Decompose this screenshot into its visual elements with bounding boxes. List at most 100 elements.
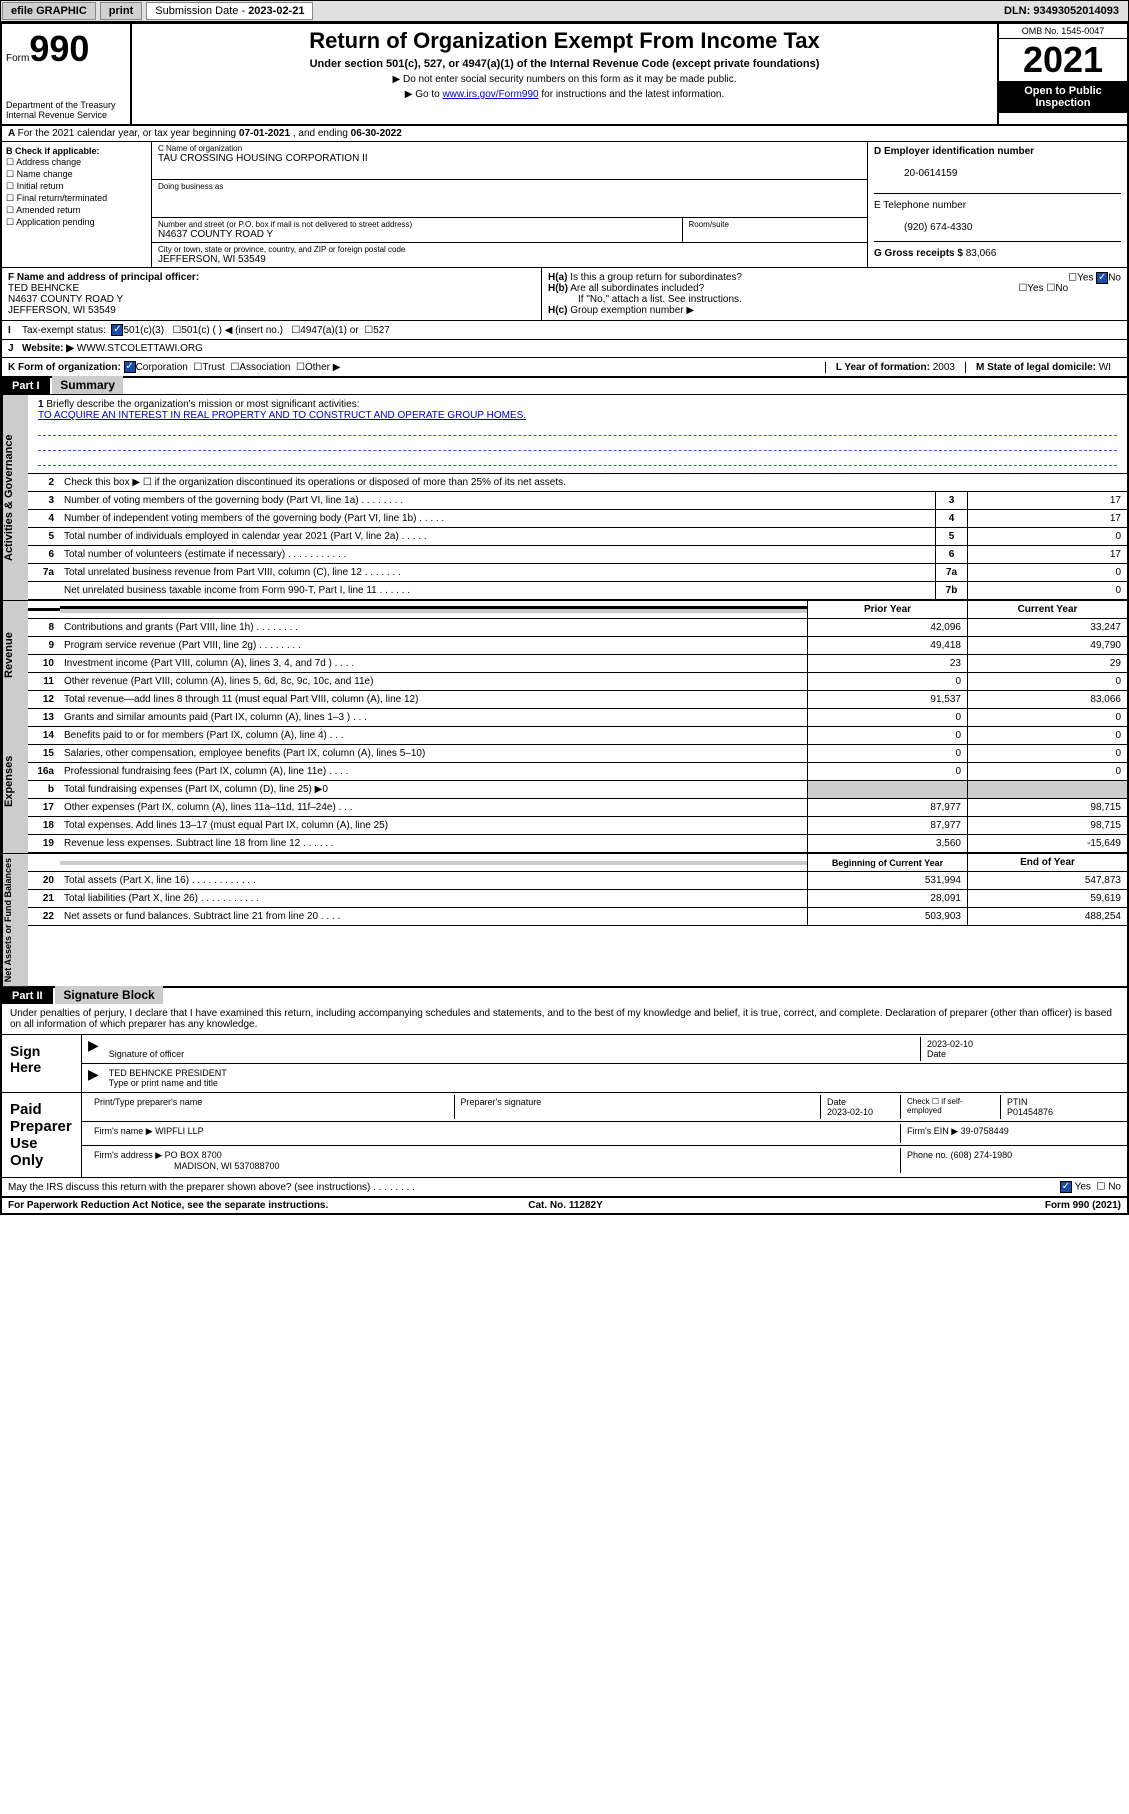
dashed-1 (38, 424, 1117, 436)
phone-block: E Telephone number (920) 674-4330 (874, 200, 1121, 242)
gross-val: 83,066 (966, 248, 997, 259)
form-num: 990 (29, 28, 89, 69)
dept-treasury: Department of the Treasury (6, 100, 126, 110)
omb-number: OMB No. 1545-0047 (999, 24, 1127, 39)
website-label: Website: ▶ (22, 343, 74, 354)
cb-label-0: Address change (16, 157, 81, 167)
mission-text[interactable]: TO ACQUIRE AN INTEREST IN REAL PROPERTY … (38, 410, 526, 421)
firm-ein-label: Firm's EIN ▶ (907, 1126, 958, 1136)
line-2: 2Check this box ▶ ☐ if the organization … (28, 474, 1127, 492)
rev-body: Prior Year Current Year 8Contributions a… (28, 601, 1127, 709)
city-cell: City or town, state or province, country… (152, 243, 867, 267)
cb-address-change[interactable]: ☐ Address change (6, 157, 147, 168)
firm-name-label: Firm's name ▶ (94, 1126, 153, 1136)
summary-line: 11Other revenue (Part VIII, column (A), … (28, 673, 1127, 691)
opt-527: 527 (373, 325, 390, 336)
exp-body: 13Grants and similar amounts paid (Part … (28, 709, 1127, 853)
dashed-2 (38, 439, 1117, 451)
cb-application-pending[interactable]: ☐ Application pending (6, 217, 147, 228)
footer-left: For Paperwork Reduction Act Notice, see … (8, 1200, 328, 1211)
prior-year-hdr: Prior Year (807, 601, 967, 618)
sig-date-val: 2023-02-10 (927, 1039, 973, 1049)
efile-graphic-button[interactable]: efile GRAPHIC (2, 2, 96, 20)
officer-addr2: JEFFERSON, WI 53549 (8, 305, 116, 316)
perjury-text: Under penalties of perjury, I declare th… (2, 1004, 1127, 1035)
submission-date: Submission Date - 2023-02-21 (146, 2, 313, 20)
h-b: H(b) Are all subordinates included? ☐Yes… (548, 283, 1121, 294)
opt-501c3: 501(c)(3) (123, 325, 164, 336)
firm-ein-val: 39-0758449 (961, 1126, 1009, 1136)
summary-line: 7aTotal unrelated business revenue from … (28, 564, 1127, 582)
prep-self-emp: Check ☐ if self-employed (901, 1095, 1001, 1119)
sign-here-label: Sign Here (2, 1035, 82, 1092)
begin-year-hdr: Beginning of Current Year (807, 854, 967, 871)
prep-row-1: Print/Type preparer's name Preparer's si… (82, 1093, 1127, 1122)
cb-name-change[interactable]: ☐ Name change (6, 169, 147, 180)
may-discuss-row: May the IRS discuss this return with the… (2, 1178, 1127, 1198)
irs-label: Internal Revenue Service (6, 110, 126, 120)
cb-amended[interactable]: ☐ Amended return (6, 205, 147, 216)
summary-line: 5Total number of individuals employed in… (28, 528, 1127, 546)
section-a: A For the 2021 calendar year, or tax yea… (2, 126, 1127, 142)
summary-line: 17Other expenses (Part IX, column (A), l… (28, 799, 1127, 817)
end-year-hdr: End of Year (967, 854, 1127, 871)
sig-line-2: ▶ TED BEHNCKE PRESIDENTType or print nam… (82, 1064, 1127, 1092)
street-label: Number and street (or P.O. box if mail i… (158, 220, 676, 229)
cb-initial-return[interactable]: ☐ Initial return (6, 181, 147, 192)
summary-line: 22Net assets or fund balances. Subtract … (28, 908, 1127, 926)
arrow-icon-2: ▶ (88, 1066, 99, 1090)
header-right: OMB No. 1545-0047 2021 Open to Public In… (997, 24, 1127, 124)
chk-501c3[interactable]: ✓ (111, 324, 123, 336)
state-domicile: M State of legal domicile: WI (965, 362, 1121, 373)
q1-text: Briefly describe the organization's miss… (46, 399, 359, 410)
form-header: Form990 Department of the Treasury Inter… (2, 24, 1127, 126)
mission-block: 1 Briefly describe the organization's mi… (28, 395, 1127, 474)
yf-val: 2003 (933, 362, 955, 373)
part2-badge: Part II (2, 988, 53, 1004)
opt-4947: 4947(a)(1) or (300, 325, 358, 336)
ein-val: 20-0614159 (904, 168, 957, 179)
cb-label-1: Name change (17, 169, 73, 179)
opt-corp: Corporation (136, 362, 188, 373)
print-button[interactable]: print (100, 2, 142, 20)
col-c: C Name of organization TAU CROSSING HOUS… (152, 142, 867, 267)
sig-date: 2023-02-10Date (921, 1037, 1121, 1061)
footer-mid: Cat. No. 11282Y (528, 1200, 602, 1211)
ptin-val: P01454876 (1007, 1107, 1053, 1117)
prep-row-3: Firm's address ▶ PO BOX 8700MADISON, WI … (82, 1146, 1127, 1175)
tax-year: 2021 (999, 39, 1127, 81)
summary-line: 20Total assets (Part X, line 16) . . . .… (28, 872, 1127, 890)
form-number: Form990 (6, 28, 126, 70)
note2-post: for instructions and the latest informat… (539, 89, 725, 100)
ha-no-checked: ✓ (1096, 272, 1108, 284)
expenses-section: Expenses 13Grants and similar amounts pa… (2, 709, 1127, 853)
submission-date-value: 2023-02-21 (248, 5, 304, 17)
ha-text: Is this a group return for subordinates? (570, 272, 742, 283)
summary-line: 10Investment income (Part VIII, column (… (28, 655, 1127, 673)
summary-line: 9Program service revenue (Part VIII, lin… (28, 637, 1127, 655)
phone-val: (920) 674-4330 (904, 222, 972, 233)
side-expenses: Expenses (2, 709, 28, 853)
ty-mid: , and ending (290, 128, 351, 139)
city-label: City or town, state or province, country… (158, 245, 861, 254)
officer-addr1: N4637 COUNTY ROAD Y (8, 294, 123, 305)
form-page: Form990 Department of the Treasury Inter… (0, 22, 1129, 1215)
sig-line-1: ▶ Signature of officer 2023-02-10Date (82, 1035, 1127, 1064)
chk-corp[interactable]: ✓ (124, 361, 136, 373)
summary-line: Net unrelated business taxable income fr… (28, 582, 1127, 600)
h-c: H(c) Group exemption number ▶ (548, 305, 1121, 316)
cb-label-4: Amended return (16, 205, 81, 215)
prep-ptin: PTINP01454876 (1001, 1095, 1121, 1119)
toolbar: efile GRAPHIC print Submission Date - 20… (0, 0, 1129, 22)
arrow-icon: ▶ (88, 1037, 99, 1061)
sig-name-label: Type or print name and title (109, 1078, 218, 1088)
revenue-section: Revenue Prior Year Current Year 8Contrib… (2, 600, 1127, 709)
street-cell: Number and street (or P.O. box if mail i… (152, 218, 683, 243)
irs-link[interactable]: www.irs.gov/Form990 (442, 89, 538, 100)
org-name: TAU CROSSING HOUSING CORPORATION II (158, 153, 861, 164)
cb-final-return[interactable]: ☐ Final return/terminated (6, 193, 147, 204)
firm-addr: Firm's address ▶ PO BOX 8700MADISON, WI … (88, 1148, 901, 1173)
h-a: H(a) Is this a group return for subordin… (548, 272, 1121, 283)
sig-name: TED BEHNCKE PRESIDENTType or print name … (103, 1066, 1121, 1090)
current-year-hdr: Current Year (967, 601, 1127, 618)
